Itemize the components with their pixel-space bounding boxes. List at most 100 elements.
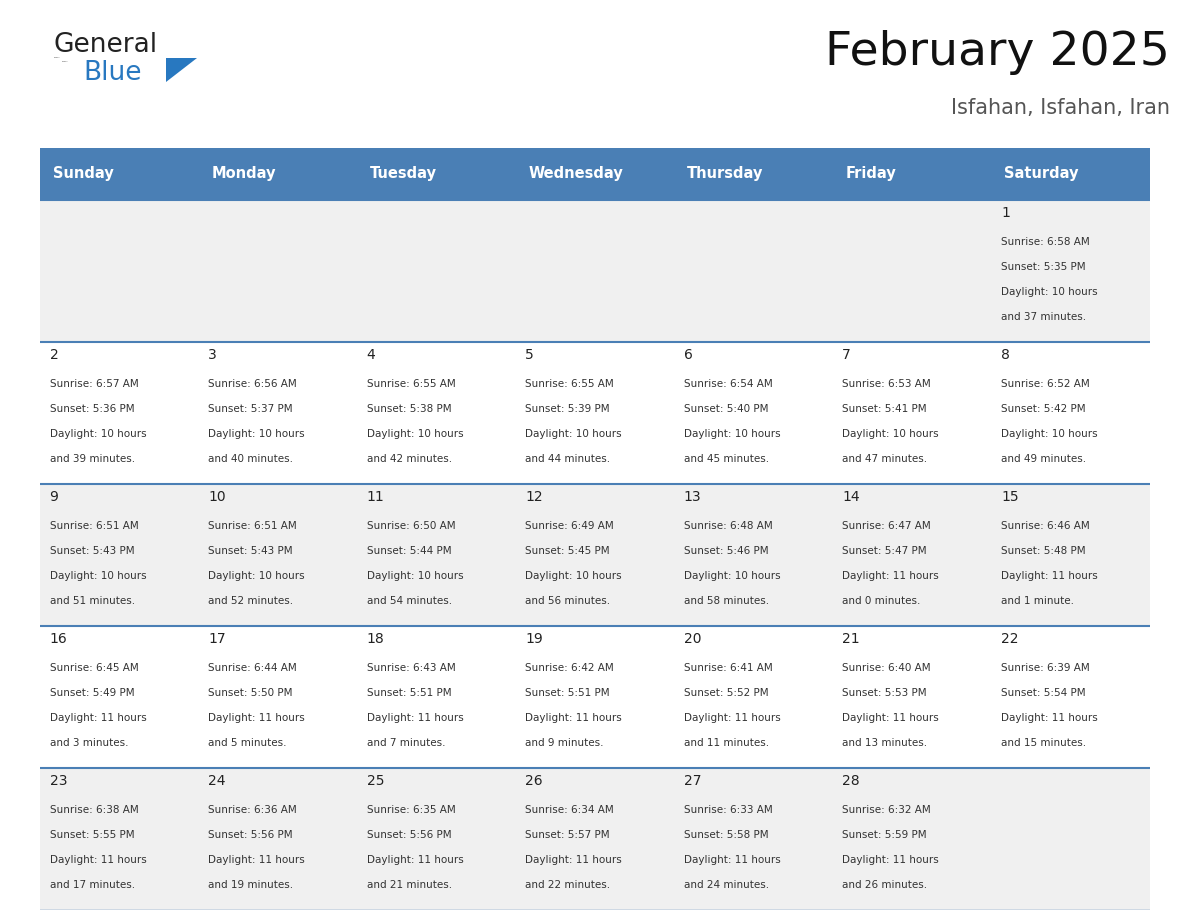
Text: 15: 15 — [1001, 490, 1018, 504]
Text: Sunrise: 6:36 AM: Sunrise: 6:36 AM — [208, 805, 297, 815]
Text: Sunset: 5:51 PM: Sunset: 5:51 PM — [367, 688, 451, 698]
Text: #222222: #222222 — [62, 61, 68, 62]
Text: Sunrise: 6:43 AM: Sunrise: 6:43 AM — [367, 664, 455, 673]
Bar — [675, 484, 833, 626]
Text: Sunrise: 6:50 AM: Sunrise: 6:50 AM — [367, 521, 455, 532]
Text: Daylight: 10 hours: Daylight: 10 hours — [684, 429, 781, 439]
Text: and 37 minutes.: and 37 minutes. — [1001, 312, 1086, 321]
Text: Sunrise: 6:33 AM: Sunrise: 6:33 AM — [684, 805, 772, 815]
Text: Daylight: 10 hours: Daylight: 10 hours — [684, 571, 781, 581]
Text: Daylight: 11 hours: Daylight: 11 hours — [684, 713, 781, 723]
Bar — [358, 148, 516, 200]
Text: 7: 7 — [842, 348, 851, 362]
Text: Saturday: Saturday — [1004, 166, 1079, 182]
Text: Sunrise: 6:56 AM: Sunrise: 6:56 AM — [208, 379, 297, 389]
Text: 23: 23 — [50, 774, 67, 788]
Text: Sunrise: 6:52 AM: Sunrise: 6:52 AM — [1001, 379, 1089, 389]
Text: Sunset: 5:50 PM: Sunset: 5:50 PM — [208, 688, 292, 698]
Text: 1: 1 — [1001, 206, 1010, 220]
Bar — [516, 200, 675, 341]
Text: and 5 minutes.: and 5 minutes. — [208, 738, 286, 748]
Text: Daylight: 10 hours: Daylight: 10 hours — [367, 429, 463, 439]
Text: 16: 16 — [50, 632, 68, 646]
Text: Monday: Monday — [211, 166, 276, 182]
Text: February 2025: February 2025 — [826, 30, 1170, 75]
Text: Sunrise: 6:51 AM: Sunrise: 6:51 AM — [50, 521, 138, 532]
Bar — [833, 200, 992, 341]
Text: Sunset: 5:35 PM: Sunset: 5:35 PM — [1001, 262, 1086, 272]
Bar — [833, 341, 992, 484]
Text: Sunrise: 6:53 AM: Sunrise: 6:53 AM — [842, 379, 931, 389]
Text: Daylight: 11 hours: Daylight: 11 hours — [842, 571, 940, 581]
Text: 3: 3 — [208, 348, 217, 362]
Bar — [992, 768, 1150, 910]
Bar — [833, 484, 992, 626]
Text: 8: 8 — [1001, 348, 1010, 362]
Text: 18: 18 — [367, 632, 385, 646]
Text: Isfahan, Isfahan, Iran: Isfahan, Isfahan, Iran — [952, 98, 1170, 118]
Text: and 15 minutes.: and 15 minutes. — [1001, 738, 1086, 748]
Text: and 26 minutes.: and 26 minutes. — [842, 879, 928, 890]
Bar — [675, 148, 833, 200]
Text: Daylight: 11 hours: Daylight: 11 hours — [367, 713, 463, 723]
Text: General: General — [53, 32, 158, 58]
Text: and 19 minutes.: and 19 minutes. — [208, 879, 293, 890]
Text: and 21 minutes.: and 21 minutes. — [367, 879, 451, 890]
Text: Daylight: 10 hours: Daylight: 10 hours — [1001, 429, 1098, 439]
Text: Daylight: 10 hours: Daylight: 10 hours — [367, 571, 463, 581]
Text: Thursday: Thursday — [687, 166, 764, 182]
Text: Sunset: 5:53 PM: Sunset: 5:53 PM — [842, 688, 927, 698]
Text: 22: 22 — [1001, 632, 1018, 646]
Bar — [516, 341, 675, 484]
Text: Sunrise: 6:42 AM: Sunrise: 6:42 AM — [525, 664, 614, 673]
Text: Sunrise: 6:40 AM: Sunrise: 6:40 AM — [842, 664, 931, 673]
Text: Sunrise: 6:46 AM: Sunrise: 6:46 AM — [1001, 521, 1089, 532]
Bar — [516, 148, 675, 200]
Text: Sunset: 5:41 PM: Sunset: 5:41 PM — [842, 404, 927, 414]
Text: and 7 minutes.: and 7 minutes. — [367, 738, 446, 748]
Text: and 17 minutes.: and 17 minutes. — [50, 879, 134, 890]
Text: Sunrise: 6:32 AM: Sunrise: 6:32 AM — [842, 805, 931, 815]
Text: Sunset: 5:40 PM: Sunset: 5:40 PM — [684, 404, 769, 414]
Bar — [516, 768, 675, 910]
Text: Sunrise: 6:41 AM: Sunrise: 6:41 AM — [684, 664, 772, 673]
Text: 21: 21 — [842, 632, 860, 646]
Text: 28: 28 — [842, 774, 860, 788]
Text: Sunset: 5:56 PM: Sunset: 5:56 PM — [208, 830, 292, 840]
Bar — [992, 200, 1150, 341]
Text: Sunrise: 6:44 AM: Sunrise: 6:44 AM — [208, 664, 297, 673]
Bar — [675, 341, 833, 484]
Text: 12: 12 — [525, 490, 543, 504]
Bar — [992, 341, 1150, 484]
Text: #222222: #222222 — [53, 57, 59, 58]
Bar — [358, 768, 516, 910]
Text: Sunrise: 6:45 AM: Sunrise: 6:45 AM — [50, 664, 138, 673]
Text: Sunset: 5:54 PM: Sunset: 5:54 PM — [1001, 688, 1086, 698]
Text: 9: 9 — [50, 490, 58, 504]
Text: 24: 24 — [208, 774, 226, 788]
Text: Daylight: 11 hours: Daylight: 11 hours — [525, 713, 623, 723]
Bar — [516, 626, 675, 768]
Text: Sunset: 5:37 PM: Sunset: 5:37 PM — [208, 404, 292, 414]
Text: Daylight: 10 hours: Daylight: 10 hours — [525, 571, 621, 581]
Text: and 42 minutes.: and 42 minutes. — [367, 453, 451, 464]
Polygon shape — [166, 58, 197, 82]
Text: Daylight: 11 hours: Daylight: 11 hours — [50, 855, 146, 865]
Text: Sunset: 5:43 PM: Sunset: 5:43 PM — [50, 546, 134, 556]
Text: Daylight: 11 hours: Daylight: 11 hours — [842, 713, 940, 723]
Bar — [992, 484, 1150, 626]
Text: Sunset: 5:57 PM: Sunset: 5:57 PM — [525, 830, 609, 840]
Bar — [358, 200, 516, 341]
Bar — [198, 341, 358, 484]
Text: and 1 minute.: and 1 minute. — [1001, 596, 1074, 606]
Text: Sunset: 5:56 PM: Sunset: 5:56 PM — [367, 830, 451, 840]
Bar — [40, 768, 198, 910]
Bar — [198, 768, 358, 910]
Bar — [40, 341, 198, 484]
Text: Sunset: 5:59 PM: Sunset: 5:59 PM — [842, 830, 927, 840]
Text: and 11 minutes.: and 11 minutes. — [684, 738, 769, 748]
Bar — [40, 484, 198, 626]
Text: and 3 minutes.: and 3 minutes. — [50, 738, 128, 748]
Text: 25: 25 — [367, 774, 384, 788]
Text: Sunrise: 6:38 AM: Sunrise: 6:38 AM — [50, 805, 138, 815]
